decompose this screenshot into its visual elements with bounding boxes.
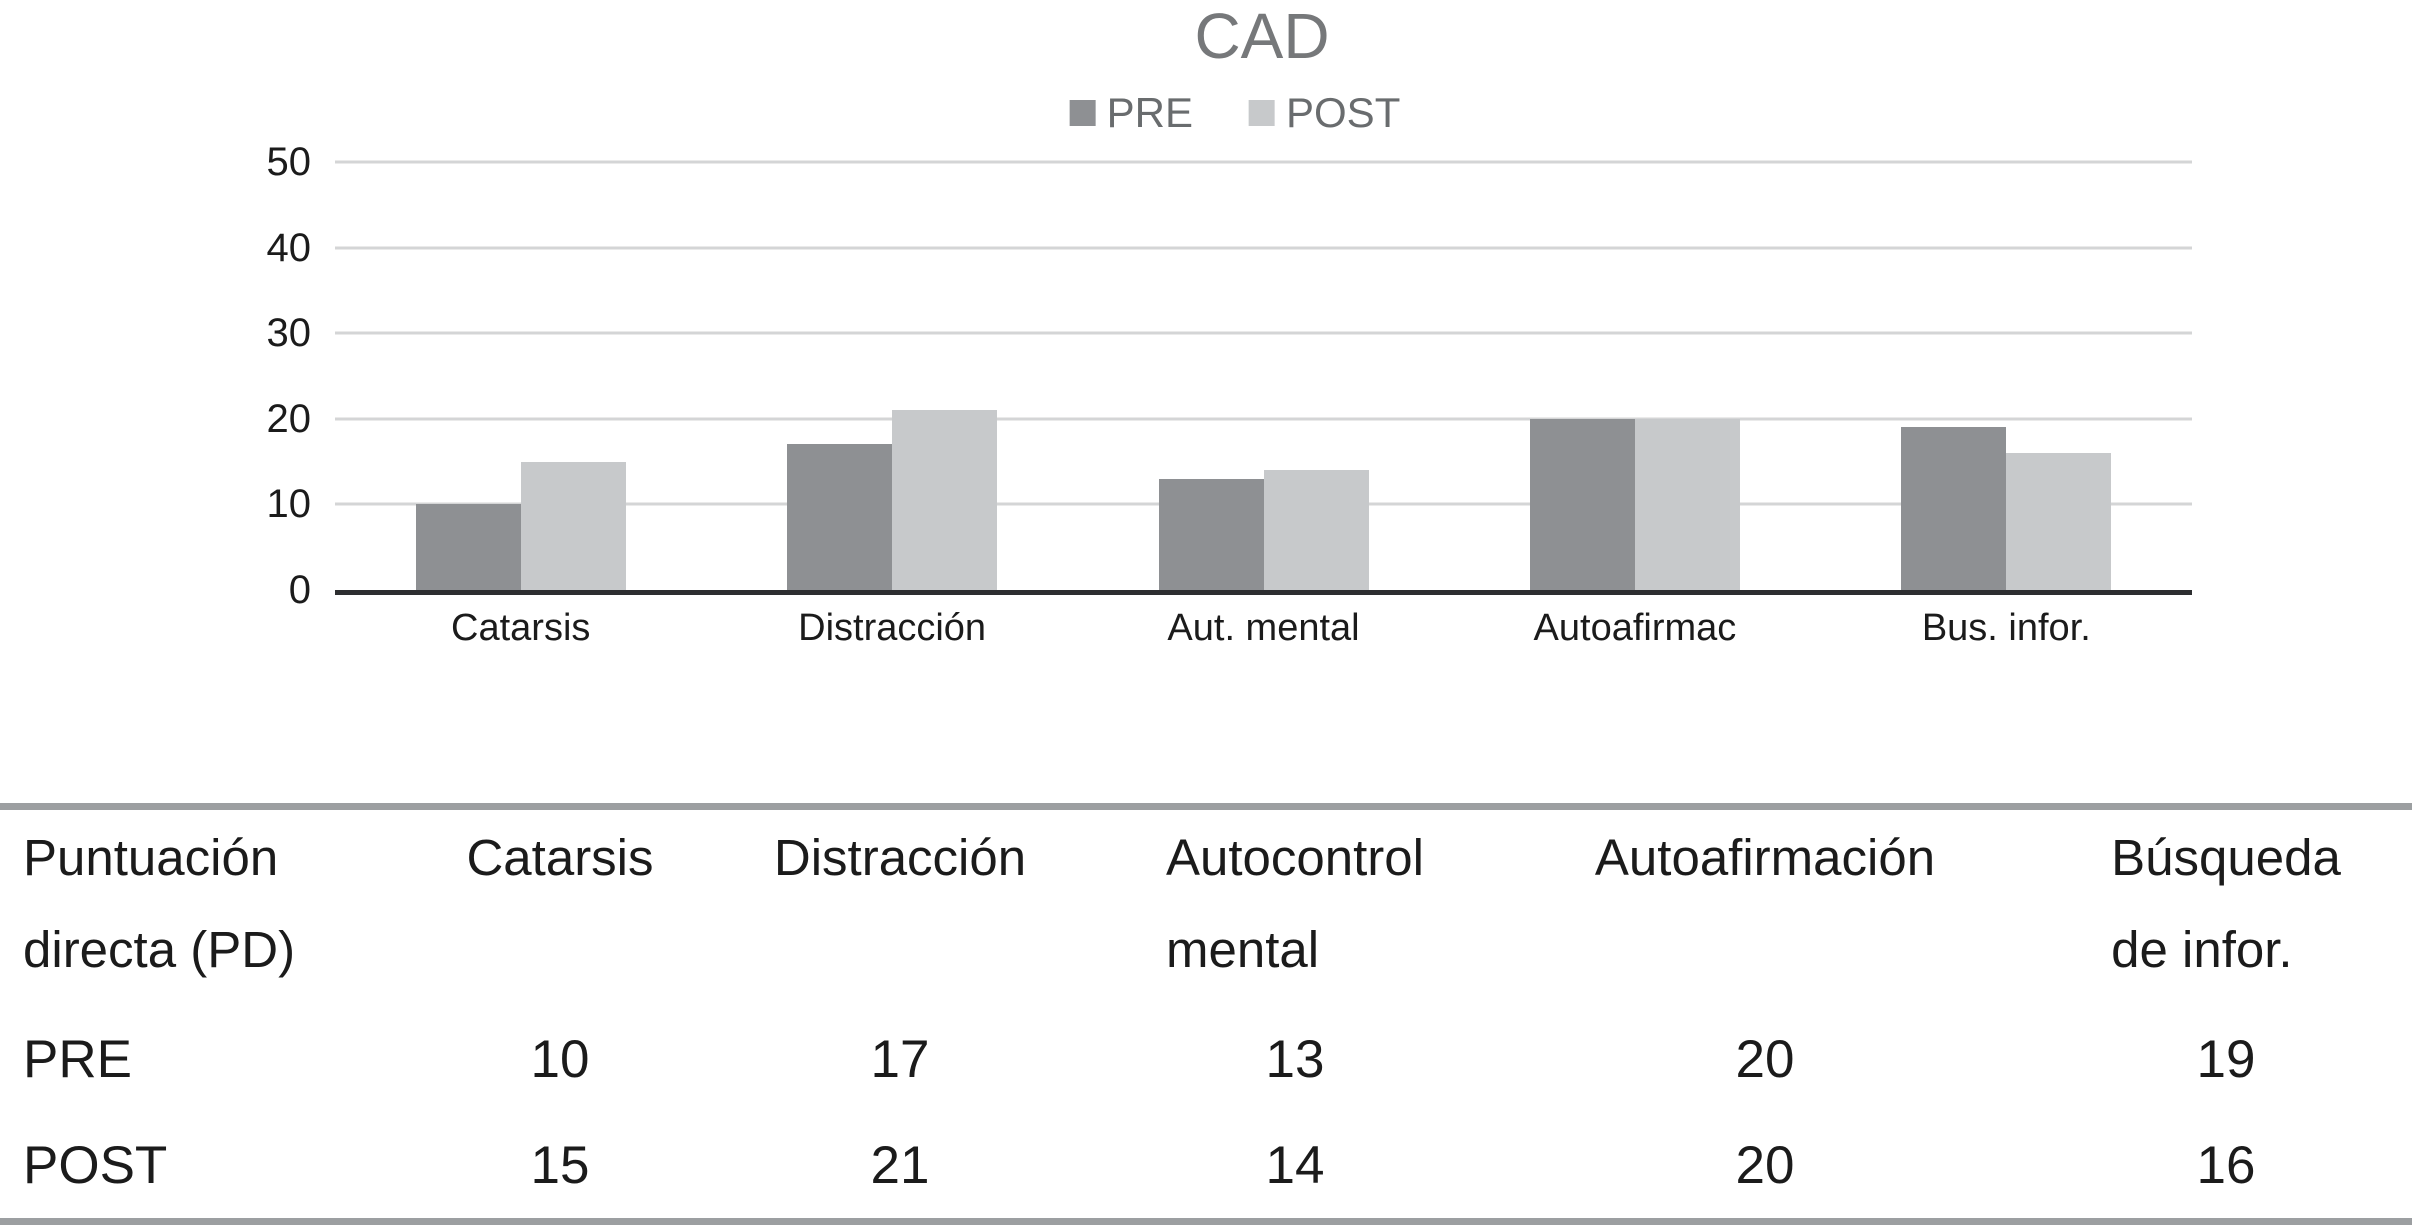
table-value-pre-3: 13: [1265, 1030, 1325, 1089]
y-tick-label: 40: [266, 225, 312, 270]
bar-group-3: [1078, 162, 1449, 590]
scores-table: Puntuación directa (PD) Catarsis Distracció…: [0, 812, 2412, 1219]
gridline: [335, 246, 2192, 250]
gridline: [335, 417, 2192, 421]
x-category-label: Distracción: [798, 607, 987, 649]
legend-marker-pre-icon: [1069, 100, 1096, 126]
x-category-label: Aut. mental: [1167, 607, 1360, 649]
table-column-header-text: Distracción: [774, 812, 1026, 904]
table-column-header-line: Distracción: [773, 829, 1027, 886]
bar-post-2: [892, 410, 998, 590]
table-column-header-5: Búsqueda de infor.: [2040, 812, 2412, 1007]
table-value-post-5: 16: [2196, 1136, 2256, 1195]
gridline: [335, 331, 2192, 335]
bar-pre-2: [787, 444, 893, 590]
table-value-pre-4: 20: [1735, 1030, 1795, 1089]
table-column-header-line: Autoafirmación: [1594, 829, 1936, 886]
x-category-label: Bus. infor.: [1921, 607, 2091, 649]
y-tick-label: 30: [266, 311, 312, 356]
legend-label: PRE: [1106, 89, 1193, 136]
table-column-header-text: Autocontrol mental: [1166, 812, 1424, 996]
y-axis: 50 40 30 20 10 0: [200, 140, 323, 612]
table-value-post-3: 14: [1265, 1136, 1325, 1195]
table-row-label-post: POST: [23, 1136, 168, 1195]
table-column-header-2: Distracción: [700, 812, 1100, 1007]
x-category-label: Autoafirmac: [1533, 607, 1737, 649]
table-value-post-2: 21: [870, 1136, 930, 1195]
bar-post-1: [520, 461, 626, 590]
table-column-header-1: Catarsis: [420, 812, 700, 1007]
chart-title: CAD: [1194, 0, 1330, 72]
bar-pre-1: [415, 504, 521, 590]
table-value-pre-1: 10: [530, 1030, 590, 1089]
table-top-border: [0, 803, 2412, 810]
plot-area: [335, 160, 2192, 595]
x-axis: Catarsis Distracción Aut. mental Autoafirma…: [335, 606, 2192, 650]
legend-marker-post-icon: [1249, 100, 1275, 126]
table-column-header-line: de infor.: [2111, 921, 2293, 978]
legend-label: POST: [1286, 89, 1401, 136]
table-column-header-line: Autocontrol: [1166, 829, 1424, 886]
table-column-header-text: Autoafirmación: [1595, 812, 1935, 904]
legend-item-post: POST: [1249, 90, 1400, 136]
x-category-label: Catarsis: [451, 607, 591, 649]
table-column-header-text: Catarsis: [466, 812, 653, 904]
table-bottom-border: [0, 1218, 2412, 1225]
y-tick-label: 0: [288, 568, 311, 612]
gridline: [335, 160, 2192, 164]
chart-legend: PRE POST: [1069, 89, 1400, 136]
table-corner-header-line: Puntuación: [23, 829, 279, 886]
bar-post-3: [1263, 470, 1369, 590]
table-value-post-1: 15: [530, 1136, 590, 1195]
bar-post-4: [1634, 418, 1740, 590]
bar-groups: [335, 162, 2192, 590]
y-tick-label: 20: [266, 396, 312, 441]
bar-group-2: [706, 162, 1077, 590]
table-corner-header: Puntuación directa (PD): [0, 812, 420, 1007]
legend-item-pre: PRE: [1069, 89, 1193, 136]
bar-pre-3: [1158, 478, 1264, 590]
table-value-pre-2: 17: [870, 1030, 930, 1089]
table-column-header-text: Búsqueda de infor.: [2111, 812, 2341, 996]
bar-group-1: [335, 162, 706, 590]
table-row-label-pre: PRE: [23, 1030, 132, 1089]
bar-post-5: [2006, 453, 2112, 590]
table-column-header-line: Catarsis: [466, 829, 654, 886]
table-column-header-line: mental: [1166, 921, 1320, 978]
table-column-header-3: Autocontrol mental: [1100, 812, 1490, 1007]
table-value-post-4: 20: [1735, 1136, 1795, 1195]
table-value-pre-5: 19: [2196, 1030, 2256, 1089]
bar-group-5: [1821, 162, 2192, 590]
table-column-header-4: Autoafirmación: [1490, 812, 2040, 1007]
bar-pre-4: [1529, 418, 1635, 590]
y-tick-label: 10: [266, 482, 312, 527]
table-corner-header-line: directa (PD): [23, 921, 296, 978]
table-column-header-line: Búsqueda: [2111, 829, 2341, 886]
bar-group-4: [1449, 162, 1820, 590]
bar-pre-5: [1901, 427, 2007, 590]
y-tick-label: 50: [266, 140, 312, 184]
